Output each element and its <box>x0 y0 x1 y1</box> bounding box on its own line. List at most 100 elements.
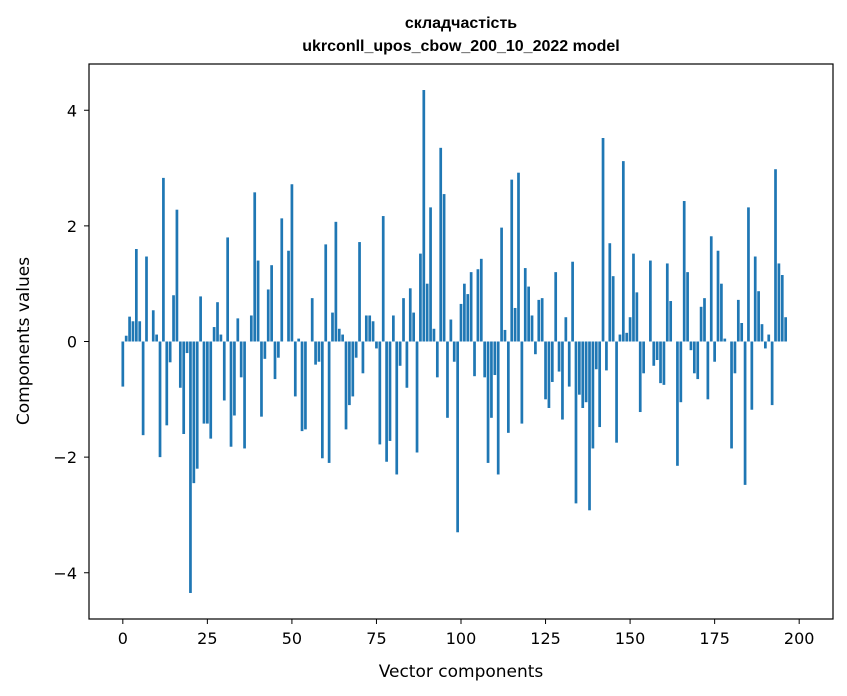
bar <box>155 334 158 342</box>
bar <box>486 341 490 463</box>
bar <box>716 250 720 342</box>
bar <box>679 341 683 403</box>
bar <box>375 341 378 349</box>
bar <box>297 338 301 342</box>
bar <box>222 341 226 401</box>
bar <box>747 207 750 342</box>
x-axis-ticks: 0 25 50 75 100 125 150 175 200 <box>118 619 814 648</box>
bar <box>750 341 754 410</box>
bar <box>189 341 192 593</box>
bar <box>557 341 561 372</box>
bar <box>564 317 568 342</box>
bar <box>709 236 713 342</box>
bar <box>584 341 588 403</box>
bar <box>723 338 727 342</box>
bar <box>432 328 436 342</box>
x-tick-label: 175 <box>699 629 730 648</box>
bar <box>435 341 439 378</box>
bar <box>571 261 574 342</box>
bar <box>145 256 148 342</box>
bar <box>567 341 571 387</box>
y-tick-label: −4 <box>53 564 77 583</box>
bar <box>158 341 162 458</box>
bar <box>682 201 686 342</box>
bar <box>452 341 456 362</box>
bar <box>131 321 135 342</box>
bar <box>479 258 483 342</box>
bar <box>493 341 497 376</box>
bar <box>317 341 321 362</box>
bar <box>740 323 744 342</box>
bar <box>141 341 145 436</box>
bar <box>331 312 334 342</box>
chart-subtitle: ukrconll_upos_cbow_200_10_2022 model <box>302 38 619 55</box>
bar <box>530 315 534 342</box>
bar <box>736 299 740 342</box>
bar <box>216 302 219 342</box>
bar <box>469 272 473 342</box>
bar <box>324 244 328 342</box>
bar <box>270 265 273 342</box>
bar <box>676 341 679 466</box>
y-tick-label: 2 <box>67 217 77 236</box>
bar <box>777 263 781 342</box>
bar <box>669 301 673 342</box>
bar <box>165 341 169 426</box>
bar <box>757 291 760 342</box>
bar <box>696 341 700 380</box>
bar <box>554 272 558 342</box>
bar <box>635 292 639 342</box>
bar <box>408 288 412 342</box>
bar <box>412 312 416 342</box>
x-tick-label: 100 <box>446 629 477 648</box>
y-tick-label: −2 <box>53 448 77 467</box>
bar <box>229 341 233 447</box>
bars-layer <box>121 90 788 593</box>
bar <box>209 341 213 439</box>
x-tick-label: 125 <box>530 629 561 648</box>
bar <box>706 341 710 400</box>
bar <box>368 315 372 342</box>
bar <box>513 307 517 342</box>
bar <box>212 327 216 342</box>
bar <box>733 341 737 374</box>
bar <box>483 341 487 378</box>
bar <box>304 341 307 430</box>
bar <box>446 341 449 418</box>
bar <box>233 341 236 416</box>
bar <box>506 341 510 433</box>
bar <box>419 253 422 342</box>
bar <box>243 341 246 449</box>
chart-title: складчастість <box>405 15 517 32</box>
bar <box>199 296 202 342</box>
x-tick-label: 75 <box>366 629 386 648</box>
bar <box>128 316 131 342</box>
bar <box>162 177 165 342</box>
bar <box>334 221 338 342</box>
bar <box>628 317 632 342</box>
bar <box>649 260 652 342</box>
bar <box>358 242 361 342</box>
x-tick-label: 50 <box>282 629 302 648</box>
bar <box>348 341 351 406</box>
bar <box>341 334 344 342</box>
bar <box>277 341 280 358</box>
bar <box>561 341 564 420</box>
bar <box>753 256 757 342</box>
bar <box>226 237 230 342</box>
bar <box>638 341 642 413</box>
plot-area-frame <box>88 63 834 620</box>
bar <box>510 179 514 342</box>
bar <box>287 250 290 342</box>
bar <box>527 286 530 342</box>
bar <box>395 341 399 475</box>
bar <box>202 341 206 424</box>
bar <box>449 319 453 342</box>
bar <box>425 283 429 342</box>
bar <box>388 341 392 441</box>
bar <box>327 341 331 463</box>
bar <box>344 341 348 430</box>
bar <box>662 341 666 385</box>
bar <box>280 218 284 342</box>
bar <box>780 275 784 342</box>
